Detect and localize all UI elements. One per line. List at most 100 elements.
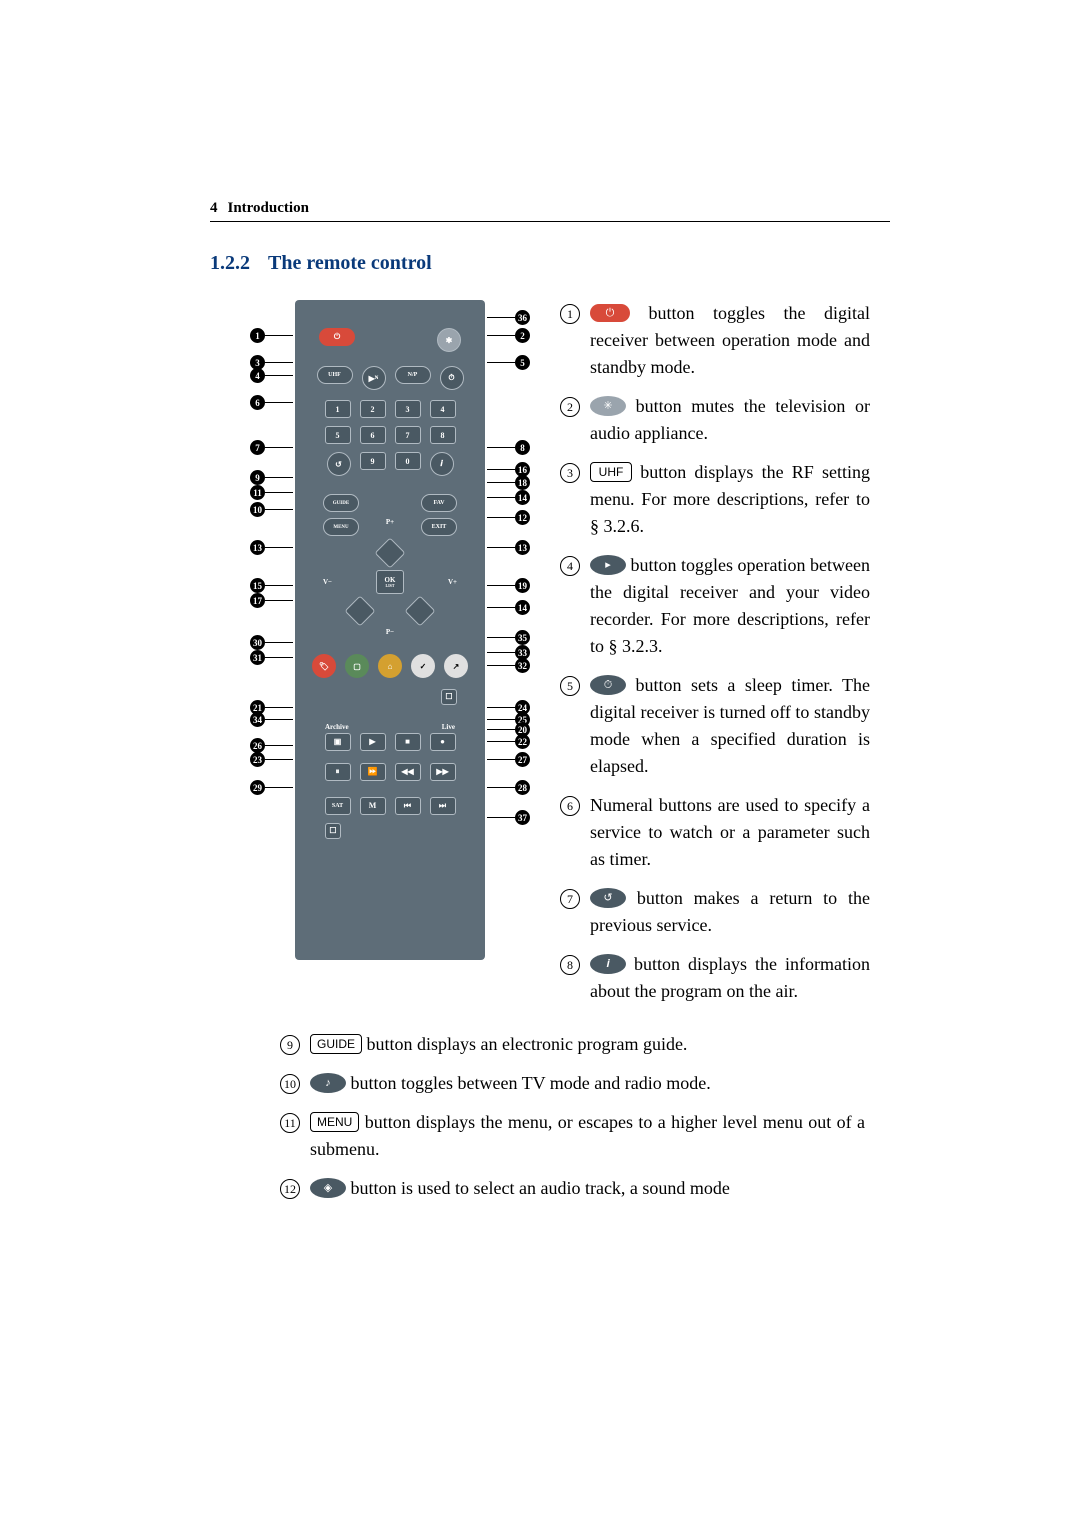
white-button: ✓ <box>411 654 435 678</box>
v-minus-label: V− <box>323 578 332 586</box>
description-list-right: 1⏻ button toggles the digital receiver b… <box>560 300 870 1017</box>
callout-4: 4 <box>250 368 293 383</box>
callout-32: 32 <box>487 658 530 673</box>
desc-num: 5 <box>560 672 580 780</box>
next-button: ⏭ <box>430 797 456 815</box>
callout-30: 30 <box>250 635 293 650</box>
prev-button: ⏮ <box>395 797 421 815</box>
transport-pause: ⏸ <box>325 763 351 781</box>
info-icon: 𝒊 <box>590 954 626 974</box>
small-icon: ☐ <box>325 823 341 839</box>
nav-left <box>344 595 375 626</box>
description-list-bottom: 9GUIDE button displays an electronic pro… <box>280 1031 865 1202</box>
guide-label-icon: GUIDE <box>310 1034 362 1054</box>
desc-num: 10 <box>280 1070 300 1097</box>
manual-page: 4 Introduction 1.2.2The remote control ⏻… <box>0 0 1080 1534</box>
callout-7: 7 <box>250 440 293 455</box>
desc-item-2: 2✳ button mutes the television or audio … <box>560 393 870 447</box>
tvvcr-button: ▶ᴺ <box>362 366 386 390</box>
desc-num: 6 <box>560 792 580 873</box>
live-label: Live <box>442 723 455 731</box>
desc-item-4: 4▸ button toggles operation between the … <box>560 552 870 660</box>
callout-10: 10 <box>250 502 293 517</box>
callout-26: 26 <box>250 738 293 753</box>
transport-rec: ● <box>430 733 456 751</box>
v-plus-label: V+ <box>448 578 457 586</box>
transport-rew: ◀◀ <box>395 763 421 781</box>
desc-item-5: 5⏱ button sets a sleep timer. The digita… <box>560 672 870 780</box>
callout-13: 13 <box>487 540 530 555</box>
desc-item-9: 9GUIDE button displays an electronic pro… <box>280 1031 865 1058</box>
sleep-button: ⏱ <box>440 366 464 390</box>
callout-28: 28 <box>487 780 530 795</box>
content-row: ⏻ ✱ UHF ▶ᴺ N/P ⏱ 1 2 3 4 5 <box>210 300 890 1017</box>
callout-34: 34 <box>250 712 293 727</box>
remote-figure: ⏻ ✱ UHF ▶ᴺ N/P ⏱ 1 2 3 4 5 <box>250 300 530 960</box>
desc-num: 11 <box>280 1109 300 1163</box>
m-button: M <box>360 797 386 815</box>
uhf-button: UHF <box>317 366 353 384</box>
callout-37: 37 <box>487 810 530 825</box>
yellow-button: ⌂ <box>378 654 402 678</box>
desc-text: ♪ button toggles between TV mode and rad… <box>310 1070 865 1097</box>
header-rule <box>210 221 890 222</box>
num-8: 8 <box>430 426 456 444</box>
num-2: 2 <box>360 400 386 418</box>
desc-item-8: 8𝒊 button displays the information about… <box>560 951 870 1005</box>
num-4: 4 <box>430 400 456 418</box>
callout-12: 12 <box>487 510 530 525</box>
green-button: ▢ <box>345 654 369 678</box>
desc-num: 7 <box>560 885 580 939</box>
tvradio-icon: ♪ <box>310 1073 346 1093</box>
section-heading: 1.2.2The remote control <box>210 252 890 275</box>
num-7: 7 <box>395 426 421 444</box>
desc-text: ▸ button toggles operation between the d… <box>590 552 870 660</box>
audio-icon: ◈ <box>310 1178 346 1198</box>
p-minus-label: P− <box>386 628 394 636</box>
callout-23: 23 <box>250 752 293 767</box>
nav-up <box>374 537 405 568</box>
text-icon: ☐ <box>441 689 457 705</box>
desc-text: ✳ button mutes the television or audio a… <box>590 393 870 447</box>
ok-button: OKLIST <box>376 570 404 594</box>
recall-button: ↺ <box>327 452 351 476</box>
remote-body: ⏻ ✱ UHF ▶ᴺ N/P ⏱ 1 2 3 4 5 <box>295 300 485 960</box>
callout-1: 1 <box>250 328 293 343</box>
desc-text: ↺ button makes a return to the previous … <box>590 885 870 939</box>
exit-button: EXIT <box>421 518 457 536</box>
desc-text: GUIDE button displays an electronic prog… <box>310 1031 865 1058</box>
desc-item-7: 7↺ button makes a return to the previous… <box>560 885 870 939</box>
callout-19: 19 <box>487 578 530 593</box>
page-header: 4 Introduction <box>210 200 890 217</box>
tvvcr-icon: ▸ <box>590 555 626 575</box>
sleep-icon: ⏱ <box>590 675 626 695</box>
desc-text: 𝒊 button displays the information about … <box>590 951 870 1005</box>
callout-36: 36 <box>487 310 530 325</box>
desc-text: Numeral buttons are used to specify a se… <box>590 792 870 873</box>
desc-item-6: 6Numeral buttons are used to specify a s… <box>560 792 870 873</box>
desc-item-10: 10 ♪ button toggles between TV mode and r… <box>280 1070 865 1097</box>
transport-ff: ▶▶ <box>430 763 456 781</box>
section-number: 1.2.2 <box>210 252 250 274</box>
transport-list: ▣ <box>325 733 351 751</box>
menu-button: MENU <box>323 518 359 536</box>
callout-6: 6 <box>250 395 293 410</box>
callout-9: 9 <box>250 470 293 485</box>
sat-button: SAT <box>325 797 351 815</box>
power-button: ⏻ <box>319 328 355 346</box>
callout-14: 14 <box>487 490 530 505</box>
desc-item-11: 11MENU button displays the menu, or esca… <box>280 1109 865 1163</box>
nav-right <box>404 595 435 626</box>
desc-num: 12 <box>280 1175 300 1202</box>
callout-17: 17 <box>250 593 293 608</box>
power-icon: ⏻ <box>590 304 630 322</box>
callout-8: 8 <box>487 440 530 455</box>
guide-button: GUIDE <box>323 494 359 512</box>
desc-text: ⏱ button sets a sleep timer. The digital… <box>590 672 870 780</box>
desc-text: MENU button displays the menu, or escape… <box>310 1109 865 1163</box>
archive-label: Archive <box>325 723 349 731</box>
num-0: 0 <box>395 452 421 470</box>
callout-15: 15 <box>250 578 293 593</box>
mute-button: ✱ <box>437 328 461 352</box>
info-button: 𝒊 <box>430 452 454 476</box>
